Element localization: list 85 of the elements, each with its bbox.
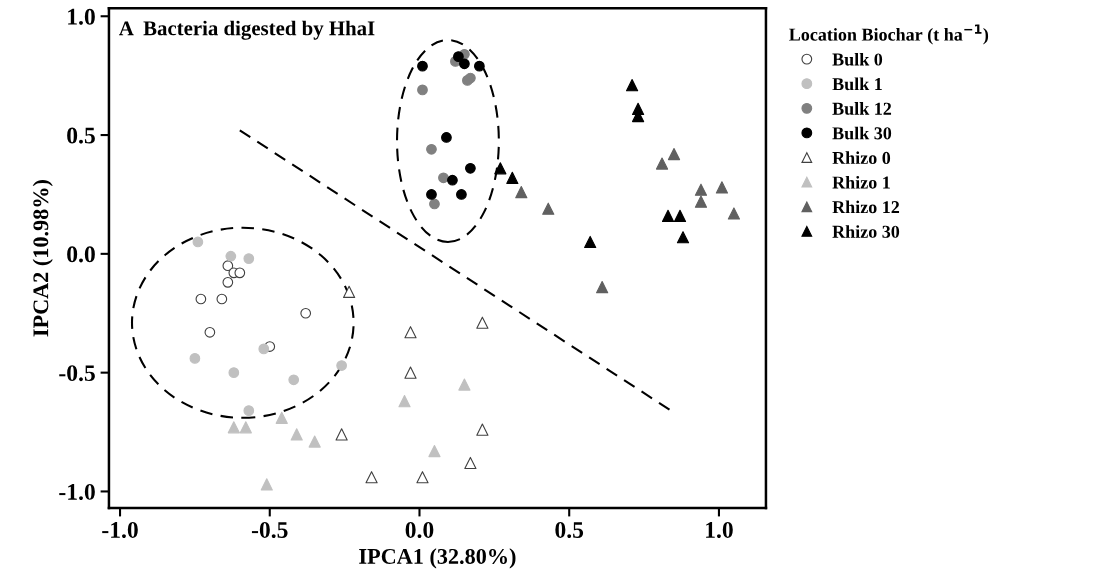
point	[456, 189, 467, 200]
point	[727, 207, 741, 220]
point	[222, 276, 234, 288]
point	[694, 195, 708, 208]
point	[336, 360, 347, 371]
legend-label: Rhizo 0	[832, 151, 891, 165]
legend-label: Rhizo 1	[832, 175, 890, 189]
point	[464, 456, 477, 470]
point	[195, 293, 207, 305]
point	[258, 343, 270, 355]
point	[584, 235, 597, 249]
point	[275, 411, 288, 424]
x-tick-label: -0.5	[251, 521, 288, 538]
legend-label: Bulk 1	[832, 77, 882, 91]
point	[715, 181, 729, 194]
y-tick-label: -0.5	[59, 365, 95, 382]
point	[192, 236, 204, 248]
point	[404, 326, 417, 339]
point	[465, 162, 476, 174]
legend-label: Bulk 0	[832, 52, 883, 66]
point	[515, 185, 528, 199]
point	[676, 231, 690, 244]
point	[365, 471, 378, 484]
legend-label: Bulk 12	[832, 102, 892, 115]
point	[343, 285, 356, 298]
point	[216, 293, 228, 305]
point	[260, 478, 273, 491]
y-axis-title: IPCA2 (10.98%)	[32, 180, 53, 337]
point	[625, 79, 639, 92]
point	[426, 189, 437, 200]
point	[222, 260, 234, 272]
point	[655, 157, 669, 170]
point	[243, 405, 255, 417]
y-tick-label: 0.5	[67, 127, 95, 144]
point	[596, 281, 609, 294]
point	[239, 421, 252, 434]
point	[476, 423, 489, 436]
point	[673, 209, 687, 222]
point	[243, 253, 255, 264]
point	[227, 421, 240, 434]
y-tick-label: 0.0	[67, 246, 95, 263]
point	[694, 183, 708, 196]
point	[494, 162, 507, 175]
x-tick-label: 0.0	[405, 521, 434, 538]
point	[288, 374, 300, 386]
point	[417, 60, 428, 72]
text: A Bacteria digested by HhaI	[119, 20, 375, 40]
point	[416, 471, 429, 484]
point	[438, 172, 449, 184]
point	[447, 174, 458, 186]
point	[476, 316, 489, 329]
x-tick-label: 1.0	[706, 521, 733, 538]
legend-label: Rhizo 12	[832, 200, 900, 214]
point	[308, 435, 321, 448]
point	[228, 367, 240, 379]
point	[426, 143, 437, 155]
x-axis-title: IPCA1 (32.80%)	[359, 548, 516, 569]
y-tick-label: -1.0	[59, 483, 95, 500]
point	[300, 307, 312, 319]
point	[290, 428, 303, 441]
point	[234, 267, 246, 279]
point	[441, 132, 452, 143]
point	[225, 250, 237, 262]
legend-label: Bulk 30	[832, 126, 892, 140]
point	[429, 198, 440, 210]
point	[542, 202, 555, 215]
x-tick-label: 0.5	[555, 521, 584, 538]
point	[661, 209, 675, 222]
point	[398, 395, 411, 408]
legend-label: Rhizo 30	[832, 225, 900, 238]
point	[204, 326, 216, 338]
point	[189, 353, 201, 364]
point	[458, 378, 471, 391]
y-tick-label: 1.0	[68, 8, 95, 25]
point	[506, 171, 519, 184]
point	[428, 444, 441, 458]
point	[335, 428, 348, 441]
point	[453, 51, 464, 63]
point	[404, 366, 417, 379]
point	[459, 58, 470, 70]
point	[417, 84, 428, 96]
point	[667, 147, 681, 161]
x-tick-label: -1.0	[102, 521, 138, 538]
point	[474, 60, 485, 72]
legend-title: Location Biochar (t ha$^{−1}$)	[789, 24, 989, 45]
